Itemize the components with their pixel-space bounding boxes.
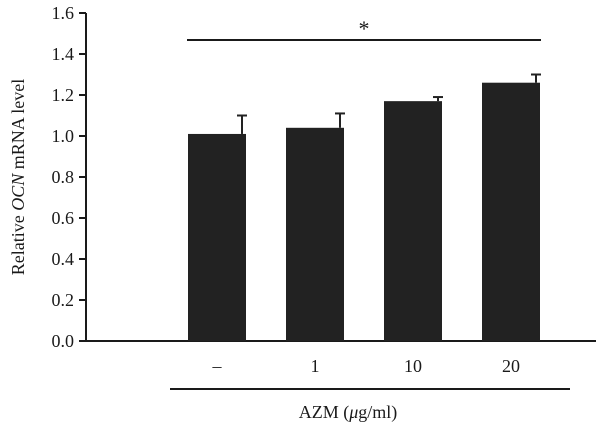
y-tick-label: 0.6 <box>52 208 75 228</box>
bar <box>384 101 442 342</box>
y-axis: 0.0 0.2 0.4 0.6 0.8 1.0 1.2 1.4 1.6 <box>52 3 596 351</box>
bar <box>482 82 540 341</box>
x-tick-label: 20 <box>502 356 520 376</box>
y-tick-label: 1.2 <box>52 85 75 105</box>
x-tick-label: – <box>212 356 223 376</box>
x-axis-title: AZM (μg/ml) <box>299 402 398 423</box>
error-bars <box>237 73 541 134</box>
significance-star: * <box>359 16 370 41</box>
y-tick-label: 0.0 <box>52 331 75 351</box>
x-tick-label: 10 <box>404 356 422 376</box>
bar <box>286 127 344 341</box>
y-tick-label: 0.4 <box>52 249 75 269</box>
x-tick-labels: – 1 10 20 <box>212 356 521 376</box>
bars <box>188 82 540 342</box>
y-axis-title: Relative OCN mRNA level <box>8 79 28 276</box>
significance-annotation: * <box>187 16 541 41</box>
y-tick-label: 1.4 <box>52 44 75 64</box>
x-tick-label: 1 <box>311 356 320 376</box>
y-tick-label: 0.8 <box>52 167 75 187</box>
bar <box>188 133 246 341</box>
y-tick-label: 1.6 <box>52 3 75 23</box>
y-tick-label: 1.0 <box>52 126 75 146</box>
y-tick-label: 0.2 <box>52 290 75 310</box>
